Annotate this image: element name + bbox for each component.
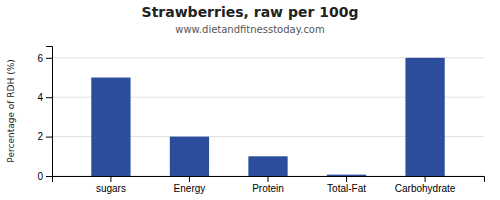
x-tick: Carbohydrate <box>395 176 456 194</box>
y-tick-label: 2 <box>37 131 43 142</box>
x-tick-mark <box>110 176 111 182</box>
x-tick-label: Total-Fat <box>327 183 366 194</box>
x-tick-label: Energy <box>174 183 206 194</box>
x-tick: Protein <box>252 176 284 194</box>
y-tick: 4 <box>37 92 52 103</box>
y-axis: 0 2 4 6 <box>37 47 52 182</box>
bar <box>170 137 209 176</box>
y-tick: 2 <box>37 131 52 142</box>
x-tick-mark <box>268 176 269 182</box>
bar <box>91 78 130 176</box>
x-tick-mark <box>189 176 190 182</box>
x-axis-line <box>53 177 485 183</box>
plot-area: 0 2 4 6 sugars Energy Protein Total-Fat Carbohyd… <box>37 47 484 195</box>
y-tick-label: 0 <box>37 171 43 182</box>
x-tick-mark <box>425 176 426 182</box>
chart: Strawberries, raw per 100g www.dietandfit… <box>0 0 500 200</box>
x-tick: Energy <box>174 176 206 194</box>
x-axis: sugars Energy Protein Total-Fat Carbohydrate <box>53 176 485 194</box>
y-axis-title: Percentage of RDH (%) <box>6 59 16 162</box>
y-tick-label: 6 <box>37 53 43 64</box>
y-tick-label: 4 <box>37 92 43 103</box>
x-tick-mark <box>346 176 347 182</box>
y-axis-line <box>46 47 53 177</box>
title: Strawberries, raw per 100g <box>142 4 359 20</box>
x-tick: sugars <box>96 176 126 194</box>
subtitle: www.dietandfitnesstoday.com <box>175 24 324 35</box>
bar <box>248 156 287 176</box>
y-tick: 0 <box>37 171 52 182</box>
bars <box>91 58 444 176</box>
y-tick-mark <box>46 58 52 59</box>
x-tick: Total-Fat <box>327 176 366 194</box>
bar <box>405 58 444 176</box>
x-tick-label: sugars <box>96 183 126 194</box>
grid <box>52 58 484 176</box>
y-tick-mark <box>46 176 52 177</box>
x-tick-label: Protein <box>252 183 284 194</box>
bar <box>327 175 366 176</box>
y-tick-mark <box>46 97 52 98</box>
x-tick-label: Carbohydrate <box>395 183 456 194</box>
y-tick-mark <box>46 137 52 138</box>
y-tick: 6 <box>37 53 52 64</box>
